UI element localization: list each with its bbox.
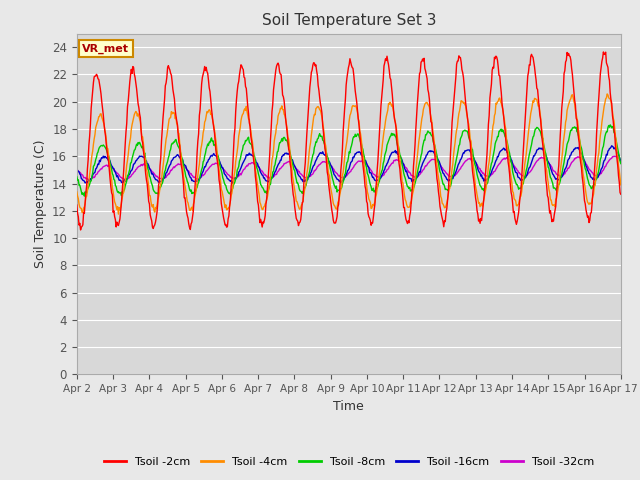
Y-axis label: Soil Temperature (C): Soil Temperature (C)	[33, 140, 47, 268]
Text: VR_met: VR_met	[82, 44, 129, 54]
Legend: Tsoil -2cm, Tsoil -4cm, Tsoil -8cm, Tsoil -16cm, Tsoil -32cm: Tsoil -2cm, Tsoil -4cm, Tsoil -8cm, Tsoi…	[99, 452, 598, 471]
Title: Soil Temperature Set 3: Soil Temperature Set 3	[262, 13, 436, 28]
X-axis label: Time: Time	[333, 400, 364, 413]
